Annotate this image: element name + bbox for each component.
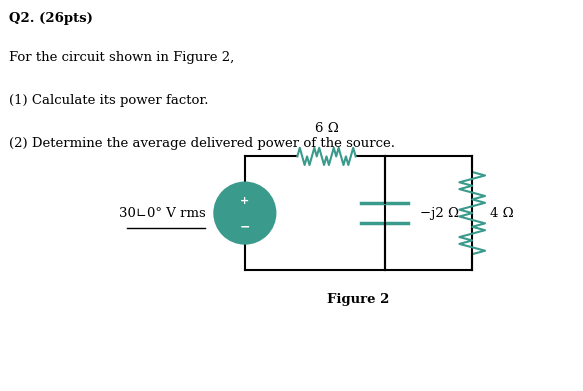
- Text: (1) Calculate its power factor.: (1) Calculate its power factor.: [9, 94, 208, 107]
- Text: 4 Ω: 4 Ω: [490, 206, 514, 220]
- Text: (2) Determine the average delivered power of the source.: (2) Determine the average delivered powe…: [9, 137, 395, 150]
- Text: −: −: [240, 220, 250, 233]
- Text: +: +: [240, 196, 250, 206]
- Ellipse shape: [215, 183, 275, 244]
- Text: Figure 2: Figure 2: [328, 293, 389, 306]
- Text: 6 Ω: 6 Ω: [315, 122, 338, 135]
- Text: −j2 Ω: −j2 Ω: [420, 206, 459, 220]
- Text: Q2. (26pts): Q2. (26pts): [9, 12, 93, 25]
- Text: For the circuit shown in Figure 2,: For the circuit shown in Figure 2,: [9, 51, 234, 64]
- Text: 30∟0° V rms: 30∟0° V rms: [119, 206, 206, 220]
